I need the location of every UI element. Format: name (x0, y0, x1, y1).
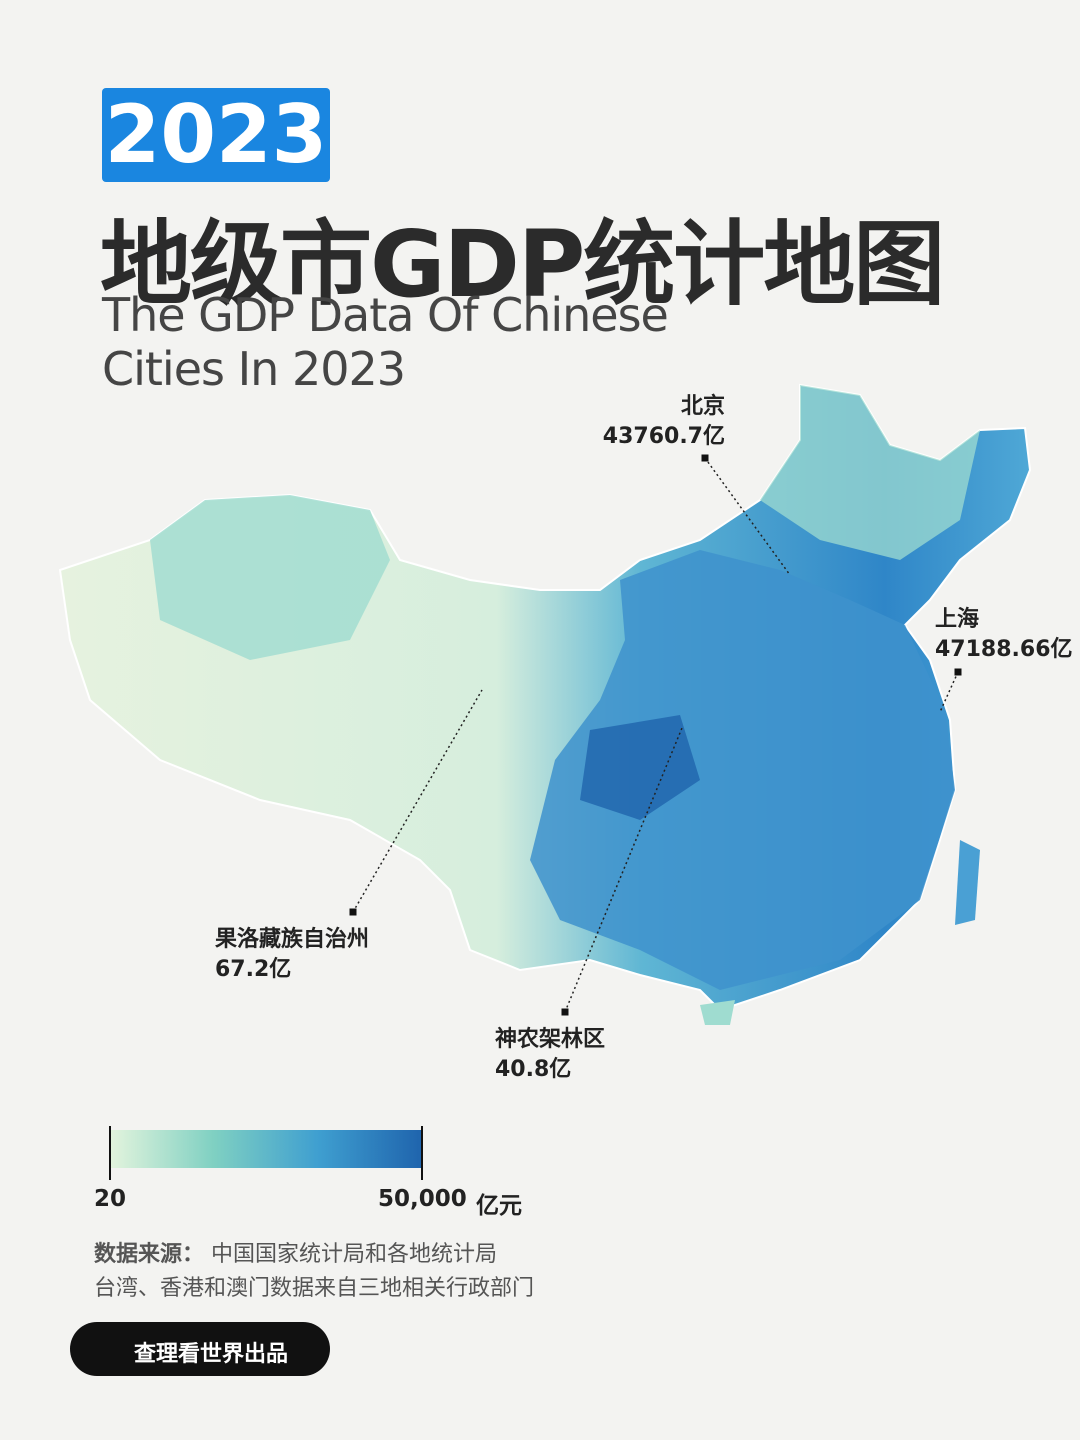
annotation-value: 40.8亿 (495, 1057, 572, 1082)
annotation-value: 43760.7亿 (602, 424, 725, 449)
annotation-name: 北京 (680, 394, 725, 419)
legend-min: 20 (94, 1186, 127, 1212)
annotation-value: 67.2亿 (215, 957, 292, 982)
source-text: 中国国家统计局和各地统计局 (211, 1242, 498, 1267)
annotation-value: 47188.66亿 (935, 637, 1073, 662)
source-label: 数据来源： (94, 1242, 205, 1267)
annotation: 上海 47188.66亿 (935, 605, 1073, 665)
annotation: 北京 43760.7亿 (600, 392, 725, 452)
hainan (700, 1000, 735, 1025)
northeast-region (760, 385, 980, 560)
legend-unit: 亿元 (476, 1193, 522, 1219)
year-badge: 2023 (102, 88, 330, 182)
annotation-name: 上海 (935, 607, 980, 632)
annotation-leaders (349, 454, 962, 1016)
subtitle: The GDP Data Of Chinese (102, 288, 669, 342)
subtitle: Cities In 2023 (102, 342, 406, 396)
leader-dot (701, 454, 709, 462)
leader-dot (561, 1008, 569, 1016)
east-region (530, 550, 955, 990)
legend-max: 50,000 (378, 1186, 467, 1212)
annotation: 果洛藏族自治州 67.2亿 (215, 925, 369, 985)
brand-badge: 查理看世界出品 (70, 1322, 330, 1376)
xinjiang-region (150, 495, 390, 660)
legend-bar (110, 1130, 422, 1168)
title: 地级市GDP统计地图 (100, 211, 945, 318)
leader-dot (954, 668, 962, 676)
china-map (58, 383, 1032, 1025)
source-note: 台湾、香港和澳门数据来自三地相关行政部门 (94, 1276, 535, 1301)
brand-text: 查理看世界出品 (134, 1342, 289, 1367)
taiwan (955, 840, 980, 925)
leader-line (564, 727, 683, 1013)
leader-line (939, 671, 959, 713)
annotation: 神农架林区 40.8亿 (495, 1025, 605, 1085)
sichuan-region (580, 715, 700, 820)
source: 数据来源： 中国国家统计局和各地统计局 (94, 1236, 497, 1268)
leader-line (704, 457, 791, 576)
annotation-name: 神农架林区 (495, 1027, 606, 1052)
leader-dot (349, 908, 357, 916)
annotation-name: 果洛藏族自治州 (215, 927, 370, 952)
